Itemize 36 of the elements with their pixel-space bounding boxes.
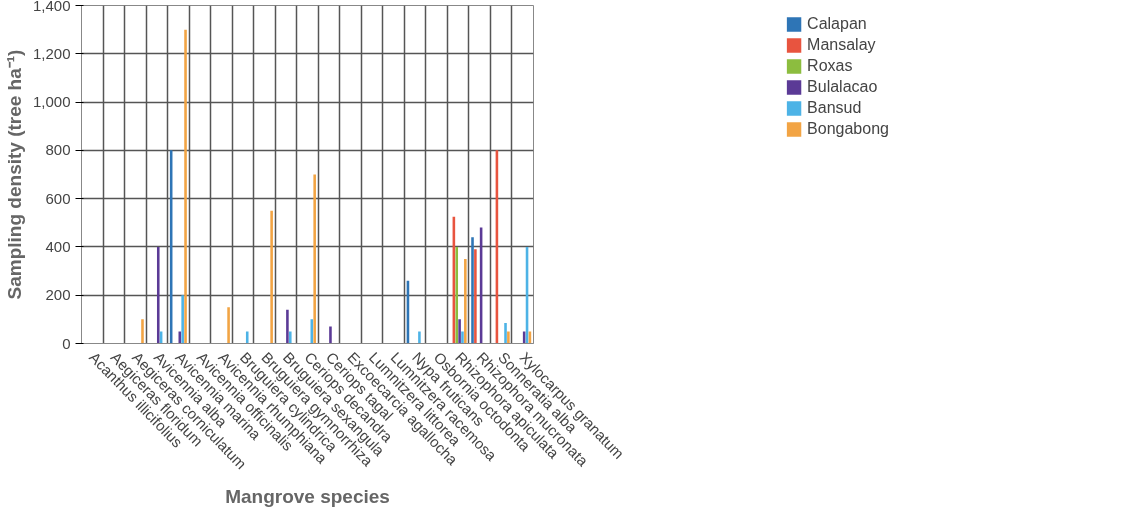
legend-label: Bongabong [807, 120, 889, 138]
legend-label: Calapan [807, 15, 867, 33]
legend-label: Roxas [807, 57, 853, 75]
bar [504, 322, 507, 344]
bar [461, 331, 464, 344]
legend-label: Bulalacao [807, 78, 878, 96]
bar [458, 319, 461, 344]
bar [184, 29, 187, 344]
y-tick-label: 400 [45, 237, 71, 255]
bar [313, 174, 316, 344]
bar [455, 246, 459, 344]
y-tick-label: 1,000 [32, 93, 71, 111]
bar [156, 246, 160, 344]
y-tick-label: 1,400 [32, 0, 71, 14]
bar [270, 210, 273, 344]
legend-label: Mansalay [807, 36, 876, 54]
bar [141, 319, 144, 344]
bar [418, 331, 421, 344]
bar [507, 331, 510, 344]
bar [288, 331, 292, 344]
bar [474, 249, 477, 344]
legend-label: Bansud [807, 99, 862, 117]
bar [329, 326, 332, 344]
bar [464, 259, 467, 344]
y-tick-label: 600 [45, 189, 71, 207]
y-tick-label: 1,200 [32, 44, 71, 62]
bar [471, 237, 474, 344]
y-tick-label: 200 [45, 286, 71, 304]
x-axis-title: Mangrove species [225, 486, 390, 508]
y-axis-title: Sampling density (tree ha⁻¹) [3, 49, 25, 300]
bar [245, 331, 249, 344]
bar [286, 309, 289, 344]
y-tick-label: 800 [45, 141, 71, 159]
bar [181, 295, 184, 344]
bar [227, 307, 230, 344]
y-tick-label: 0 [62, 334, 71, 352]
